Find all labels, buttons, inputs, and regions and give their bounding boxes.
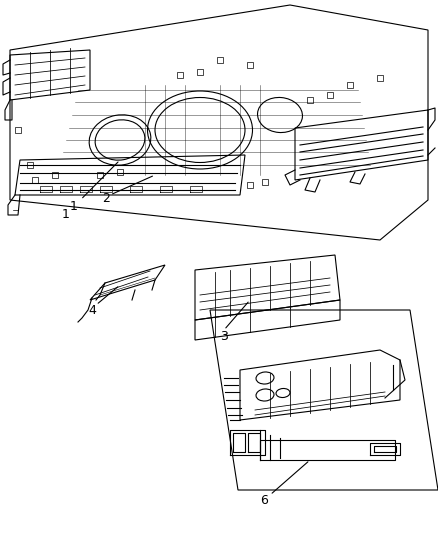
Text: 1: 1 bbox=[62, 208, 70, 222]
Text: 1: 1 bbox=[70, 162, 118, 213]
Bar bbox=[52, 172, 58, 178]
Bar bbox=[247, 182, 253, 188]
Bar bbox=[117, 169, 123, 175]
Bar bbox=[217, 57, 223, 63]
Bar bbox=[307, 97, 313, 103]
Text: 3: 3 bbox=[220, 329, 228, 343]
Text: 6: 6 bbox=[260, 494, 268, 506]
Bar bbox=[32, 177, 38, 183]
Bar bbox=[377, 75, 383, 81]
Bar bbox=[177, 72, 183, 78]
Bar bbox=[327, 92, 333, 98]
Text: 2: 2 bbox=[102, 191, 110, 205]
Text: 4: 4 bbox=[88, 303, 96, 317]
Bar bbox=[197, 69, 203, 75]
Bar bbox=[15, 127, 21, 133]
Bar bbox=[347, 82, 353, 88]
Bar bbox=[97, 172, 103, 178]
Bar bbox=[27, 162, 33, 168]
Bar bbox=[247, 62, 253, 68]
Bar bbox=[262, 179, 268, 185]
